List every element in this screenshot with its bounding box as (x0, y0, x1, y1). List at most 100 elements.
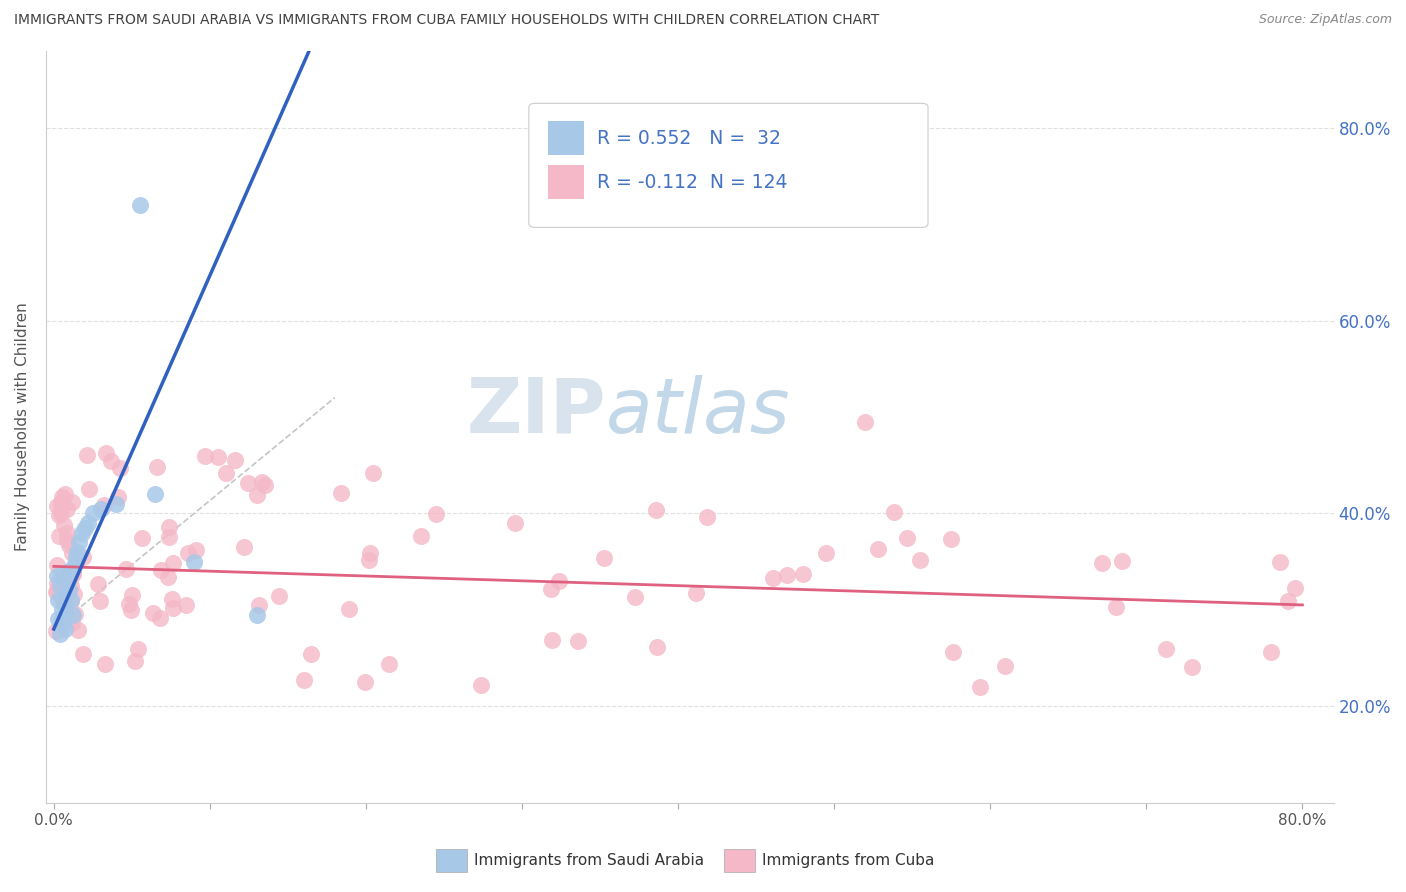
Point (58, 613, 80, 627)
Point (67, 535, 90, 549)
Point (299, 647, 322, 661)
Point (149, 611, 172, 625)
Point (377, 657, 399, 671)
Point (696, 510, 718, 524)
Point (58, 564, 80, 578)
Point (238, 476, 260, 491)
Point (855, 415, 877, 429)
Point (55, 588, 77, 602)
Point (65, 607, 87, 622)
Point (329, 486, 352, 500)
Point (62, 567, 84, 582)
Point (162, 556, 184, 570)
Point (60, 547, 83, 561)
Point (540, 582, 562, 596)
Point (53, 518, 76, 533)
Point (1091, 556, 1114, 570)
Point (59, 593, 82, 607)
Point (60, 494, 83, 508)
Point (59, 594, 82, 608)
Point (53, 569, 76, 583)
Point (215, 467, 238, 481)
Point (994, 659, 1017, 673)
Point (194, 449, 217, 463)
Point (90, 501, 112, 516)
Point (162, 592, 184, 607)
Point (94, 446, 117, 460)
Point (77, 482, 100, 496)
Text: IMMIGRANTS FROM SAUDI ARABIA VS IMMIGRANTS FROM CUBA FAMILY HOUSEHOLDS WITH CHIL: IMMIGRANTS FROM SAUDI ARABIA VS IMMIGRAN… (14, 13, 879, 28)
Point (56, 574, 79, 588)
Point (292, 673, 315, 687)
Point (51, 491, 73, 505)
Point (52, 593, 75, 607)
Point (77, 516, 100, 530)
Point (247, 598, 270, 612)
Point (541, 633, 564, 648)
Point (72, 550, 94, 565)
Point (52, 594, 75, 608)
Point (105, 497, 128, 511)
Text: Immigrants from Saudi Arabia: Immigrants from Saudi Arabia (474, 854, 704, 868)
Point (58, 583, 80, 598)
Point (108, 461, 131, 475)
Point (62, 566, 84, 580)
Point (146, 460, 169, 475)
Point (142, 606, 165, 620)
Point (45, 624, 67, 639)
Point (470, 678, 492, 692)
FancyBboxPatch shape (548, 165, 585, 199)
Point (762, 571, 785, 585)
Point (51, 569, 73, 583)
Point (51, 496, 73, 510)
Point (128, 198, 150, 212)
Point (1284, 581, 1306, 595)
Point (70, 525, 93, 540)
Point (157, 519, 180, 533)
Point (776, 568, 799, 582)
Point (48, 508, 70, 522)
Point (183, 555, 205, 569)
Point (107, 491, 129, 505)
Point (62, 607, 84, 622)
Point (645, 503, 668, 517)
Text: ZIP: ZIP (467, 375, 606, 449)
Point (56, 533, 79, 547)
Point (118, 597, 141, 611)
Point (593, 551, 616, 566)
Point (53, 487, 76, 501)
Point (73, 521, 96, 535)
Point (359, 546, 381, 560)
Point (49, 627, 72, 641)
Text: R = -0.112  N = 124: R = -0.112 N = 124 (598, 173, 787, 192)
Point (45, 584, 67, 599)
Point (361, 467, 384, 481)
Point (72, 648, 94, 662)
Point (52, 617, 75, 632)
Point (60, 616, 83, 631)
Point (86, 577, 108, 591)
Point (143, 487, 166, 501)
Point (267, 589, 290, 603)
Point (896, 531, 918, 545)
Point (623, 591, 645, 605)
Point (1154, 641, 1177, 656)
Point (45, 585, 67, 599)
Point (55, 607, 77, 622)
Point (127, 642, 149, 657)
Point (1105, 599, 1128, 614)
Point (250, 475, 273, 490)
Point (177, 545, 200, 559)
Point (548, 574, 571, 588)
Point (49, 579, 72, 593)
Point (45, 569, 67, 583)
Point (503, 516, 526, 530)
Point (246, 607, 269, 622)
Point (48, 581, 70, 595)
Point (233, 540, 256, 554)
Point (56, 502, 79, 516)
Point (89, 594, 111, 608)
Point (162, 600, 184, 615)
Point (100, 454, 122, 468)
Point (1277, 594, 1299, 608)
